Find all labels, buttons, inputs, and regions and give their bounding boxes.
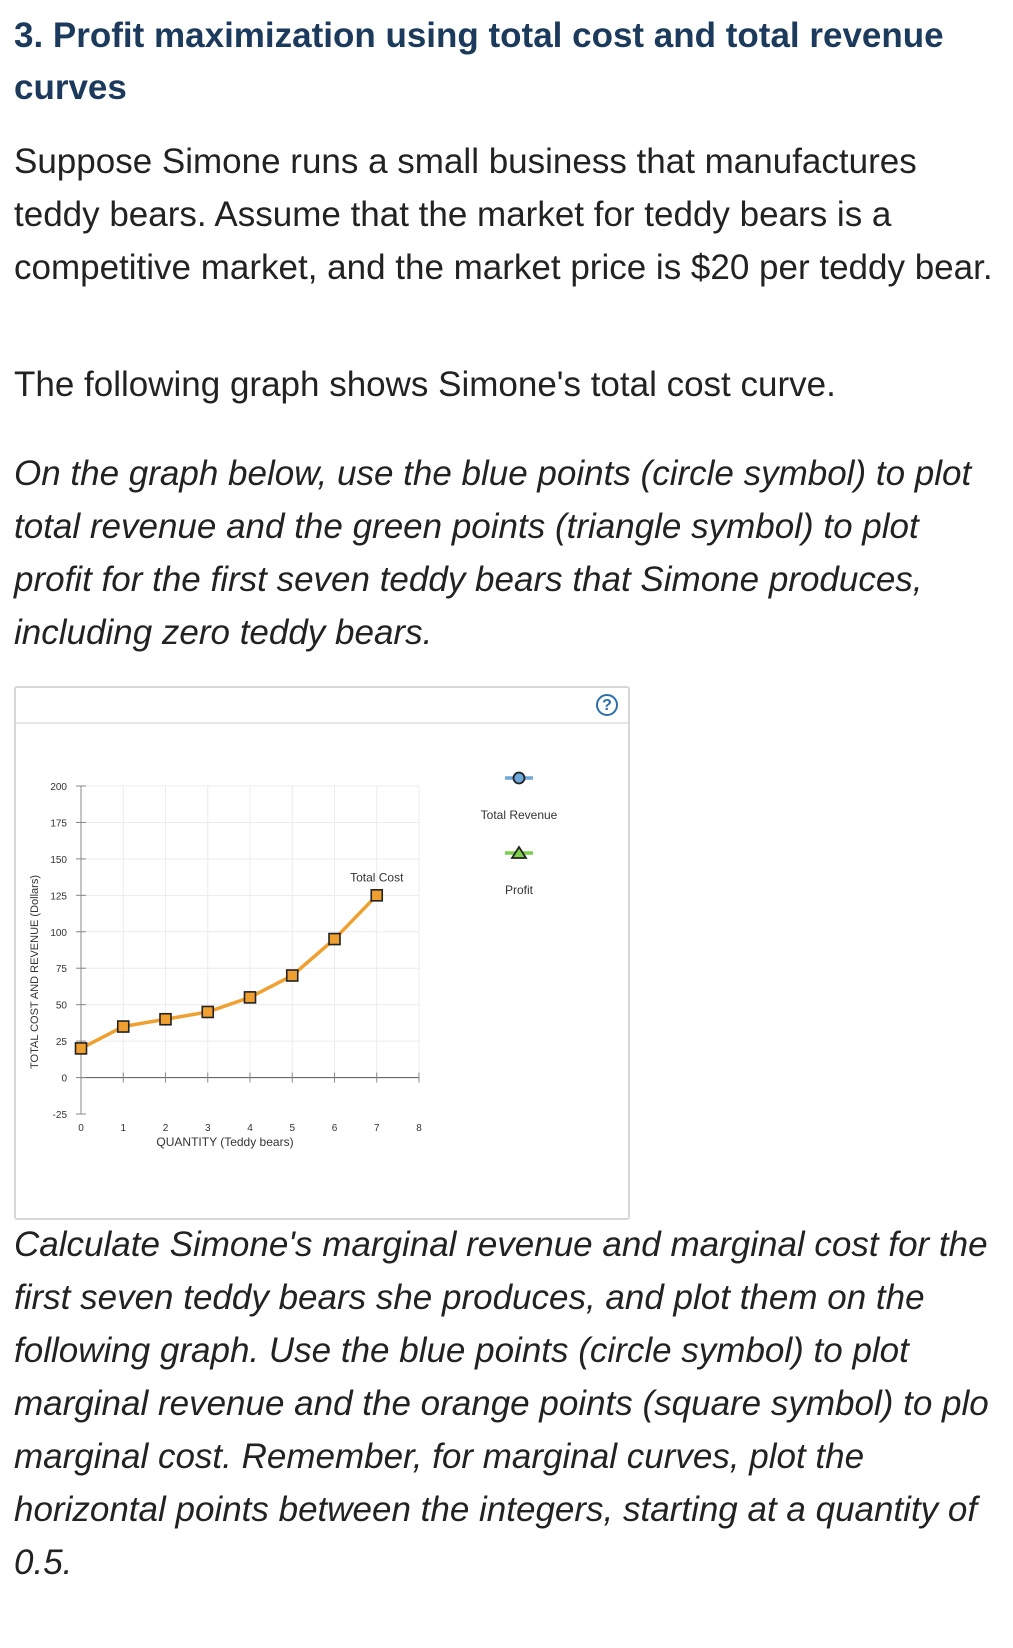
x-tick-label: 6 <box>332 1123 338 1134</box>
x-tick-label: 2 <box>163 1123 169 1134</box>
y-tick-label: 25 <box>56 1037 68 1048</box>
total-cost-point[interactable] <box>285 969 299 982</box>
total-cost-revenue-chart[interactable]: -25 0 25 50 75 100 125 150 175 200 0 1 2 3 4 5 6 7 8 QUANTI… <box>16 688 628 1218</box>
total-cost-line <box>80 894 379 1050</box>
question-heading: 3. Profit maximization using total cost … <box>14 16 944 107</box>
total-revenue-legend-tool[interactable] <box>512 771 526 785</box>
total-cost-point[interactable] <box>243 991 257 1004</box>
graph-toolbar: ? <box>16 688 628 724</box>
x-tick-label: 7 <box>374 1123 380 1134</box>
x-tick-label: 5 <box>289 1123 295 1134</box>
instruction-paragraph-1: On the graph below, use the blue points … <box>14 454 972 652</box>
instruction-paragraph-2: Calculate Simone's marginal revenue and … <box>14 1225 989 1582</box>
y-tick-label: 75 <box>56 964 68 975</box>
x-axis-title: QUANTITY (Teddy bears) <box>156 1135 293 1149</box>
y-tick-label: 50 <box>56 1001 68 1012</box>
graph-note-paragraph: The following graph shows Simone's total… <box>14 365 836 404</box>
y-tick-label: 200 <box>50 782 67 793</box>
total-cost-point[interactable] <box>116 1020 130 1033</box>
total-revenue-legend-label: Total Revenue <box>481 808 558 822</box>
y-tick-label: 0 <box>61 1074 67 1085</box>
total-cost-point[interactable] <box>74 1042 88 1055</box>
y-axis-title: TOTAL COST AND REVENUE (Dollars) <box>29 875 41 1069</box>
help-button[interactable]: ? <box>596 694 618 716</box>
y-tick-label: 125 <box>50 891 67 902</box>
graph-panel: ? -25 0 25 50 75 100 125 150 175 200 0 1 2 3 4 5 6 7 8 QUAN… <box>14 686 630 1220</box>
y-tick-label: 100 <box>50 928 67 939</box>
total-cost-point[interactable] <box>328 932 341 946</box>
profit-legend-tool[interactable] <box>510 845 528 859</box>
profit-legend-label: Profit <box>505 883 534 897</box>
y-tick-label: 150 <box>50 855 67 866</box>
x-tick-label: 8 <box>416 1123 422 1134</box>
x-tick-label: 3 <box>205 1123 211 1134</box>
total-cost-label: Total Cost <box>350 870 404 884</box>
x-tick-label: 0 <box>78 1123 84 1134</box>
y-tick-label: -25 <box>53 1110 68 1121</box>
total-cost-point[interactable] <box>159 1012 172 1026</box>
x-tick-label: 1 <box>120 1123 126 1134</box>
x-tick-label: 4 <box>247 1123 253 1134</box>
y-tick-label: 175 <box>50 818 67 829</box>
total-cost-point[interactable] <box>370 889 384 902</box>
intro-paragraph: Suppose Simone runs a small business tha… <box>14 142 993 287</box>
total-cost-point[interactable] <box>201 1005 215 1019</box>
